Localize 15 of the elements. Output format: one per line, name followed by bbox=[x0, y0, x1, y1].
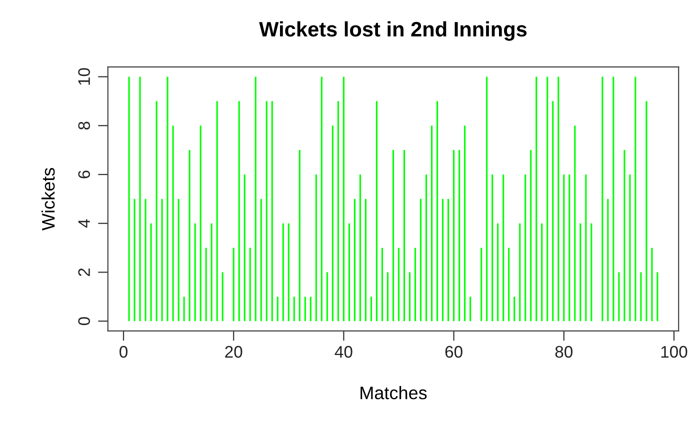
y-tick-label: 6 bbox=[78, 170, 90, 178]
y-tick-label: 10 bbox=[78, 68, 90, 85]
y-axis-title: Wickets bbox=[41, 168, 55, 230]
x-tick-label: 100 bbox=[661, 346, 688, 358]
y-tick-label: 8 bbox=[78, 122, 90, 130]
chart-title: Wickets lost in 2nd Innings bbox=[259, 21, 527, 41]
x-tick-label: 80 bbox=[555, 346, 572, 358]
x-axis-title: Matches bbox=[360, 386, 427, 400]
y-tick-label: 0 bbox=[78, 317, 90, 326]
x-tick-label: 40 bbox=[334, 346, 352, 358]
y-tick-label: 4 bbox=[78, 219, 90, 228]
x-tick-label: 20 bbox=[225, 346, 242, 358]
x-tick-label: 0 bbox=[120, 346, 128, 358]
x-tick-label: 60 bbox=[445, 346, 462, 358]
y-tick-label: 2 bbox=[78, 268, 90, 276]
